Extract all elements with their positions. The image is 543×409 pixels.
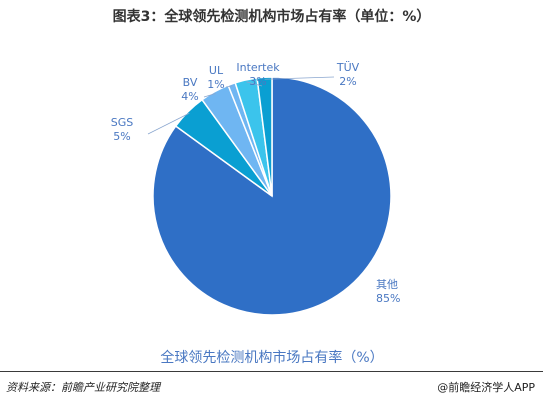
leader-line-sgs	[147, 112, 190, 135]
slice-label-sgs: SGS	[111, 116, 134, 129]
pie-slice-tuv	[256, 76, 273, 197]
footer-divider	[0, 371, 543, 372]
leader-line-ul	[225, 85, 233, 88]
slice-value-tuv: 2%	[339, 75, 356, 88]
slice-value-other: 85%	[376, 292, 400, 305]
slice-label-bv: BV	[183, 76, 198, 89]
leader-line-intertek	[246, 81, 263, 87]
figure-title: 图表3：全球领先检测机构市场占有率（单位：%）	[112, 9, 431, 25]
pie-chart: 其他 85% SGS 5% BV 4% UL 1% Intertek 3% TÜV 2% 全球领先检测…	[0, 30, 543, 370]
leader-line-tuv	[264, 76, 335, 80]
source-note: 资料来源：前瞻产业研究院整理	[6, 381, 160, 394]
slice-label-ul: UL	[209, 64, 224, 77]
credit-note: @前瞻经济学人APP	[437, 381, 535, 394]
slice-value-intertek: 3%	[249, 75, 266, 88]
chart-title: 全球领先检测机构市场占有率（%）	[160, 349, 383, 366]
slice-value-bv: 4%	[181, 90, 198, 103]
slice-value-sgs: 5%	[113, 130, 130, 143]
slice-label-intertek: Intertek	[236, 61, 280, 74]
slice-value-ul: 1%	[207, 78, 224, 91]
slice-label-tuv: TÜV	[336, 61, 360, 74]
leader-line-bv	[203, 93, 216, 98]
slice-label-other: 其他	[376, 278, 398, 291]
